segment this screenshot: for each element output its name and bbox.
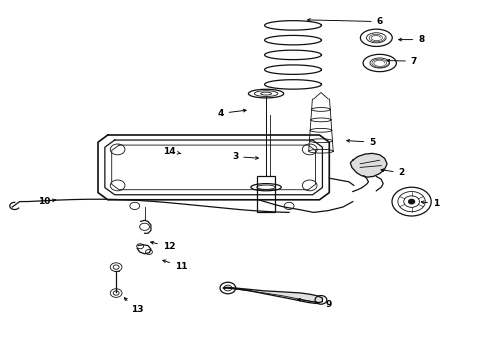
Text: 1: 1 bbox=[421, 199, 439, 208]
Bar bbox=[257, 176, 275, 212]
Text: 11: 11 bbox=[163, 260, 188, 271]
Text: 2: 2 bbox=[381, 168, 405, 177]
Text: 5: 5 bbox=[347, 138, 375, 147]
Text: 13: 13 bbox=[124, 298, 144, 314]
Text: 4: 4 bbox=[217, 109, 246, 118]
Circle shape bbox=[409, 199, 415, 204]
Polygon shape bbox=[223, 287, 322, 303]
Text: 9: 9 bbox=[298, 298, 332, 309]
Polygon shape bbox=[350, 153, 387, 177]
Text: 12: 12 bbox=[151, 242, 175, 251]
Text: 14: 14 bbox=[163, 147, 181, 156]
Text: 8: 8 bbox=[399, 35, 424, 44]
Text: 6: 6 bbox=[308, 17, 383, 26]
Text: 7: 7 bbox=[387, 57, 417, 66]
Text: 10: 10 bbox=[38, 197, 56, 206]
Text: 3: 3 bbox=[232, 152, 258, 161]
